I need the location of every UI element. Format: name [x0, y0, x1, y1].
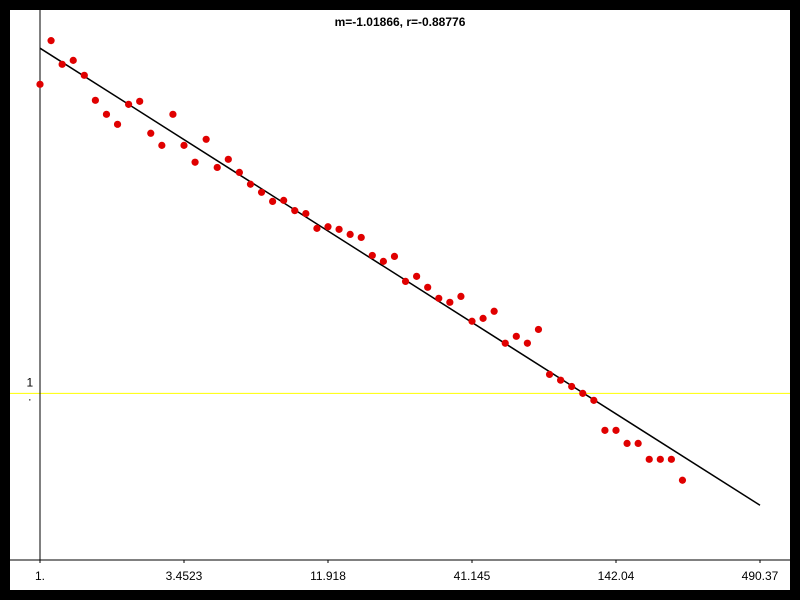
plot-background [10, 10, 790, 590]
data-point [180, 141, 188, 149]
data-point [590, 396, 598, 404]
data-point [667, 455, 675, 463]
data-point [125, 100, 133, 108]
data-point [136, 97, 144, 105]
data-point [545, 370, 554, 379]
chart-title: m=-1.01866, r=-0.88776 [335, 15, 466, 29]
data-point [479, 314, 487, 322]
data-point [634, 439, 642, 447]
data-point [601, 426, 609, 434]
data-point [379, 257, 387, 265]
data-point [523, 339, 531, 347]
data-point [246, 180, 255, 188]
data-point [291, 207, 299, 215]
data-point [235, 168, 243, 176]
data-point [413, 272, 421, 280]
data-point [36, 80, 44, 88]
data-point [346, 230, 354, 238]
data-point [579, 389, 587, 397]
data-point [390, 252, 399, 261]
data-point [313, 224, 321, 232]
y-tick-label: 1. [23, 375, 37, 403]
data-point [257, 188, 266, 196]
data-point [113, 120, 122, 128]
data-point [47, 37, 55, 45]
data-point [280, 196, 288, 204]
data-point [501, 339, 509, 347]
x-tick-label: 1. [35, 569, 45, 583]
x-tick-label: 490.37 [742, 569, 779, 583]
data-point [623, 439, 631, 447]
x-tick-label: 3.4523 [166, 569, 203, 583]
x-tick-label: 41.145 [454, 569, 491, 583]
data-point [191, 158, 199, 166]
x-tick-label: 11.918 [310, 569, 346, 583]
data-point [202, 135, 210, 143]
data-point [457, 292, 465, 301]
data-point [58, 60, 66, 68]
data-point [468, 317, 476, 325]
data-point [302, 209, 310, 218]
x-tick-label: 142.04 [598, 569, 635, 583]
data-point [568, 382, 576, 391]
data-point [158, 141, 166, 149]
data-point [269, 197, 277, 205]
data-point [557, 376, 565, 384]
data-point [368, 251, 376, 260]
data-point [91, 96, 99, 104]
data-point [102, 110, 111, 118]
data-point [645, 455, 653, 463]
data-point [213, 163, 221, 172]
data-point [224, 155, 232, 163]
data-point [147, 129, 155, 137]
data-point [490, 307, 498, 315]
data-point [324, 223, 332, 231]
data-point [335, 225, 343, 233]
data-point [678, 476, 687, 484]
data-point [401, 277, 410, 286]
data-point [69, 56, 77, 64]
fit-line [39, 47, 761, 506]
data-point [612, 426, 620, 434]
data-point [169, 110, 177, 118]
data-point [435, 294, 443, 302]
data-point [656, 455, 664, 463]
data-point [424, 283, 432, 291]
data-point [446, 298, 454, 306]
data-point [512, 332, 520, 340]
data-point [534, 325, 543, 334]
data-point [80, 71, 88, 79]
data-point [357, 233, 365, 242]
